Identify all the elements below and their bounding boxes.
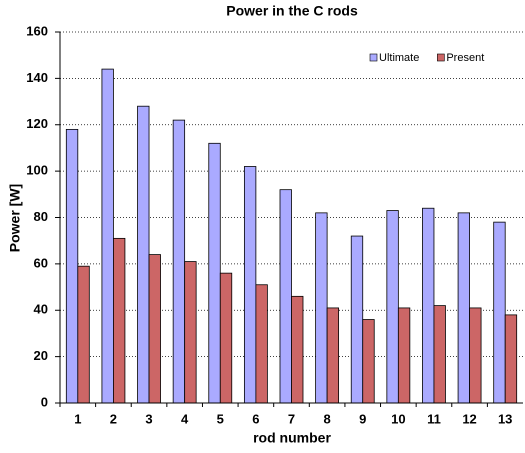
bar: [172, 119, 186, 404]
bar: [326, 307, 340, 404]
bar: [137, 105, 150, 404]
legend-swatch: [369, 53, 378, 62]
x-tick-label: 12: [462, 411, 476, 426]
bar: [291, 295, 304, 404]
x-tick-label: 8: [323, 411, 330, 426]
bar: [504, 314, 518, 404]
y-tick-label: 80: [34, 209, 48, 224]
bar: [243, 166, 257, 404]
x-tick-label: 6: [252, 411, 259, 426]
chart-title: Power in the C rods: [226, 3, 358, 19]
bar: [113, 237, 126, 404]
bar: [255, 284, 268, 404]
y-axis-label: Power [W]: [7, 184, 23, 252]
bar: [350, 235, 364, 404]
bar: [184, 261, 197, 404]
bar: [397, 307, 411, 404]
bar: [148, 254, 161, 404]
bar: [219, 272, 233, 404]
bar: [457, 212, 470, 404]
bar: [493, 221, 506, 404]
legend-swatch: [437, 53, 445, 62]
bar: [279, 189, 292, 404]
x-tick-label: 11: [427, 411, 441, 426]
bar: [315, 212, 328, 404]
legend-label: Present: [446, 52, 484, 64]
x-tick-label: 1: [74, 411, 81, 426]
x-tick-label: 5: [217, 411, 224, 426]
y-tick-label: 60: [34, 255, 48, 270]
legend-label: Ultimate: [379, 52, 419, 64]
bar: [433, 305, 446, 404]
bar: [362, 319, 375, 404]
y-tick-label: 140: [26, 70, 48, 85]
y-tick-label: 120: [26, 116, 48, 131]
y-tick-label: 160: [26, 23, 48, 38]
bar: [469, 307, 482, 404]
x-tick-label: 7: [288, 411, 295, 426]
x-tick-label: 4: [181, 411, 189, 426]
bar: [422, 207, 435, 404]
x-tick-label: 3: [145, 411, 152, 426]
y-tick-label: 100: [26, 163, 48, 178]
x-tick-label: 13: [498, 411, 512, 426]
x-tick-label: 9: [359, 411, 366, 426]
x-tick-label: 2: [110, 411, 117, 426]
x-axis-label: rod number: [253, 430, 331, 446]
bar: [386, 210, 399, 404]
y-tick-label: 20: [34, 348, 48, 363]
x-tick-label: 10: [391, 411, 405, 426]
y-tick-label: 40: [34, 302, 48, 317]
y-tick-label: 0: [41, 394, 48, 409]
bar: [208, 142, 221, 404]
bar: [101, 68, 114, 404]
bar: [77, 265, 90, 404]
bar: [65, 128, 79, 404]
